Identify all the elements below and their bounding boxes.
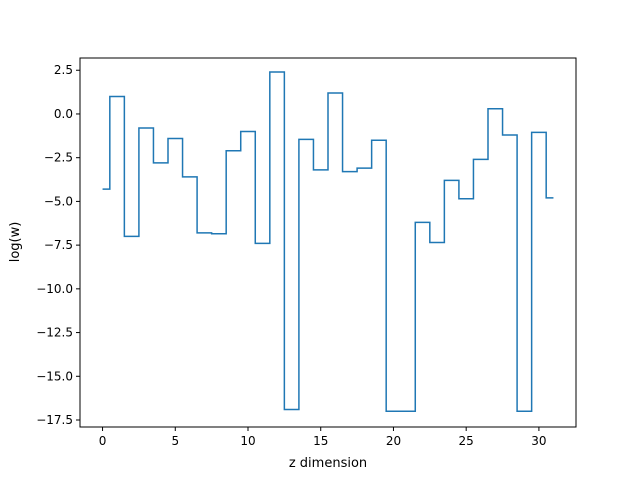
y-tick-label: −7.5 (44, 238, 73, 252)
x-tick-label: 30 (531, 434, 546, 448)
series-line (102, 71, 554, 413)
x-tick-label: 20 (386, 434, 401, 448)
y-axis: 2.5 0.0 −2.5 −5.0 −7.5 −10.0 −12.5 −15.0 −17.5 (36, 63, 80, 427)
y-tick-label: −2.5 (44, 151, 73, 165)
x-tick-label: 25 (459, 434, 474, 448)
x-tick-label: 0 (99, 434, 107, 448)
series-layer (102, 71, 554, 413)
x-tick-label: 10 (240, 434, 255, 448)
y-tick-label: −15.0 (36, 369, 73, 383)
x-tick-label: 5 (171, 434, 179, 448)
x-axis: 0 5 10 15 20 25 30 (99, 427, 547, 448)
plot-frame (79, 57, 577, 428)
y-axis-label: log(w) (8, 222, 23, 263)
y-tick-label: −12.5 (36, 326, 73, 340)
y-tick-label: −17.5 (36, 413, 73, 427)
x-axis-label: z dimension (289, 456, 367, 471)
y-tick-label: 2.5 (54, 63, 73, 77)
x-tick-label: 15 (313, 434, 328, 448)
y-tick-label: −5.0 (44, 194, 73, 208)
y-tick-label: −10.0 (36, 282, 73, 296)
y-tick-label: 0.0 (54, 107, 73, 121)
